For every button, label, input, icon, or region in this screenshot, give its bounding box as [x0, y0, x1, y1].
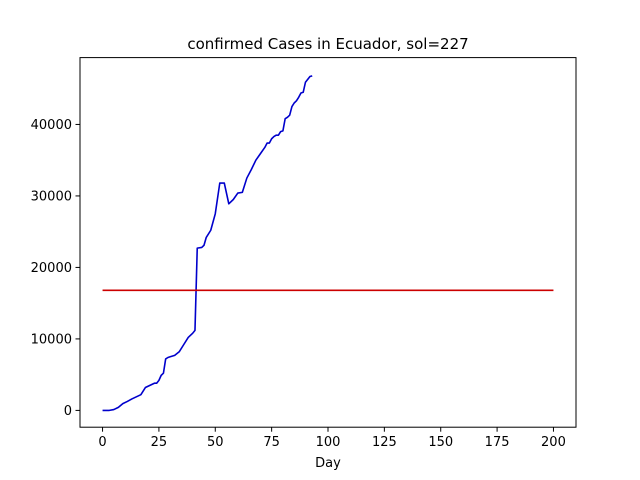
x-tick-label: 200 [541, 435, 566, 450]
x-tick-label: 50 [207, 435, 224, 450]
series-layer [102, 75, 554, 412]
y-tick-label: 20000 [31, 261, 72, 276]
y-tick-label: 40000 [31, 118, 72, 133]
x-axis-label: Day [315, 456, 341, 471]
x-tick-label: 150 [428, 435, 453, 450]
series-line-0 [102, 75, 313, 412]
x-axis: 0 25 50 75 100 125 150 175 200 [98, 427, 566, 450]
y-tick-label: 10000 [31, 332, 72, 347]
x-tick-label: 25 [151, 435, 168, 450]
x-tick-label: 125 [372, 435, 397, 450]
x-tick-label: 100 [316, 435, 341, 450]
x-tick-label: 175 [485, 435, 510, 450]
y-axis: 0 10000 20000 30000 40000 [31, 118, 80, 419]
chart-title: confirmed Cases in Ecuador, sol=227 [187, 35, 468, 53]
x-tick-label: 75 [263, 435, 280, 450]
y-tick-label: 30000 [31, 189, 72, 204]
x-tick-label: 0 [98, 435, 106, 450]
y-tick-label: 0 [64, 404, 72, 419]
